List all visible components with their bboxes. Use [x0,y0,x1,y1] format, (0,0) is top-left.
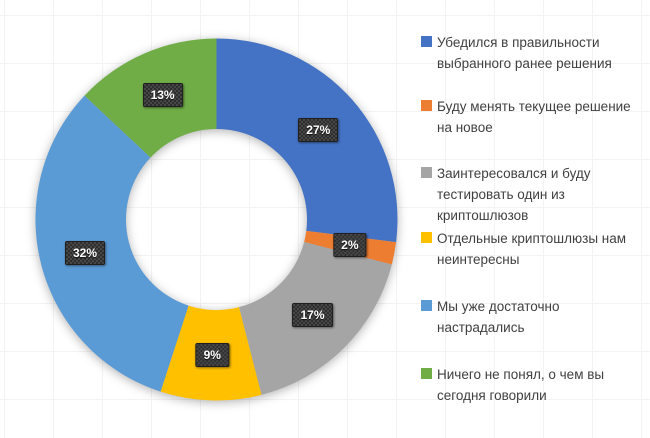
legend-label: Мы уже достаточно настрадались [437,299,560,335]
legend-label: Заинтересовался и буду тестировать один … [437,166,591,223]
legend-item: Ничего не понял, о чем вы сегодня говори… [420,364,642,406]
legend-label: Убедился в правильности выбранного ранее… [437,35,612,71]
donut-segment [35,95,189,392]
legend: Убедился в правильности выбранного ранее… [420,0,642,438]
legend-label: Буду менять текущее решение на новое [437,99,631,135]
data-label: 27% [298,117,339,142]
data-label: 17% [292,303,333,328]
legend-item: Буду менять текущее решение на новое [420,96,642,138]
legend-swatch [421,232,432,243]
legend-swatch [421,100,432,111]
legend-item: Отдельные криптошлюзы нам неинтересны [420,228,642,270]
legend-label: Ничего не понял, о чем вы сегодня говори… [437,367,605,403]
legend-item: Заинтересовался и буду тестировать один … [420,163,642,226]
legend-label: Отдельные криптошлюзы нам неинтересны [437,231,627,267]
legend-swatch [421,167,432,178]
legend-swatch [421,36,432,47]
data-label: 9% [195,343,229,368]
legend-swatch [421,300,432,311]
data-label: 32% [64,241,106,266]
data-label: 13% [142,82,183,107]
donut-segment [216,38,398,243]
legend-item: Убедился в правильности выбранного ранее… [420,32,642,74]
donut-segment [84,38,217,158]
legend-swatch [421,368,432,379]
legend-item: Мы уже достаточно настрадались [420,296,642,338]
data-label: 2% [333,232,367,257]
